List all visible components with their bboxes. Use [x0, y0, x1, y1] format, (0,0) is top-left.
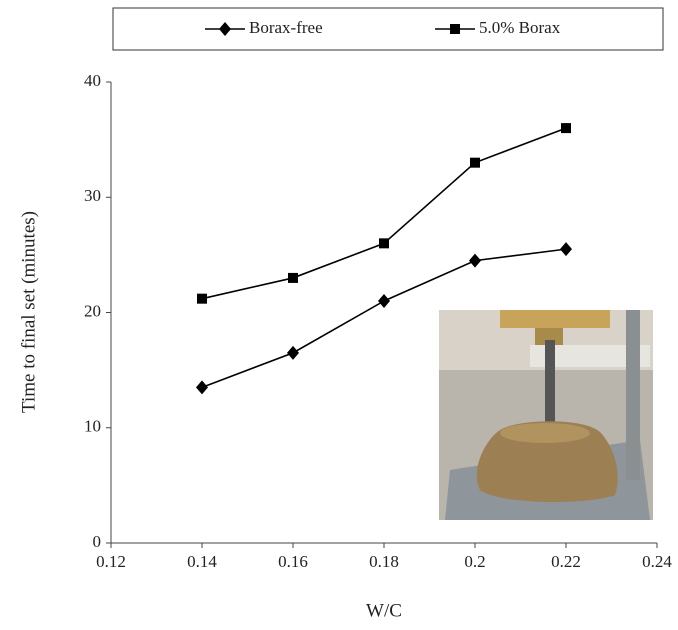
y-tick-label: 10: [84, 417, 101, 436]
marker: [450, 24, 460, 34]
y-tick-label: 0: [93, 532, 102, 551]
marker: [287, 346, 299, 360]
x-tick-label: 0.22: [551, 552, 581, 571]
x-axis-label: W/C: [366, 600, 402, 621]
marker: [469, 254, 481, 268]
y-tick-label: 20: [84, 301, 101, 320]
chart: Time to final set (minutes) W/C 0 10 20 30 4…: [0, 0, 678, 630]
marker: [561, 123, 571, 133]
y-tick-label: 40: [84, 71, 101, 90]
marker: [379, 238, 389, 248]
x-tick-label: 0.12: [96, 552, 126, 571]
x-tick-label: 0.16: [278, 552, 308, 571]
x-tick-label: 0.24: [642, 552, 672, 571]
marker: [197, 294, 207, 304]
legend-label: Borax-free: [249, 18, 323, 37]
x-tick-label: 0.2: [464, 552, 485, 571]
legend-box: [113, 8, 663, 50]
line: [202, 128, 566, 299]
x-tick-label: 0.14: [187, 552, 217, 571]
page: Time to final set (minutes) W/C 0 10 20 30 4…: [0, 0, 678, 630]
marker: [560, 242, 572, 256]
inset-photo: [439, 310, 653, 520]
marker: [378, 294, 390, 308]
marker: [196, 380, 208, 394]
marker: [470, 158, 480, 168]
marker: [288, 273, 298, 283]
y-axis-label: Time to final set (minutes): [18, 211, 39, 413]
legend-label: 5.0% Borax: [479, 18, 561, 37]
x-tick-label: 0.18: [369, 552, 399, 571]
y-tick-label: 30: [84, 186, 101, 205]
